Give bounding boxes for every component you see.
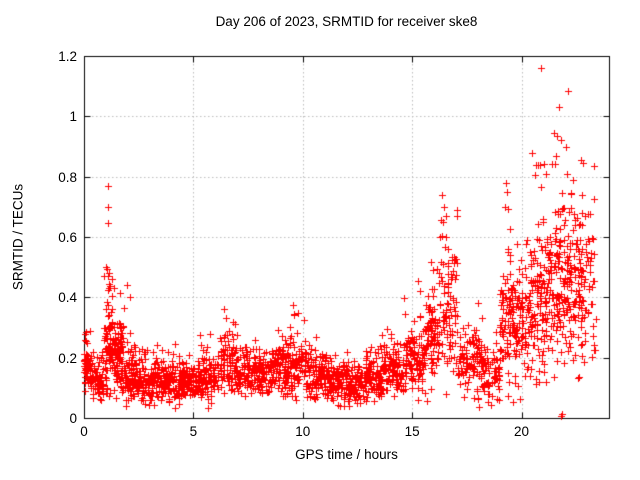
y-tick-label: 1.2: [58, 49, 77, 64]
x-axis-label: GPS time / hours: [295, 447, 398, 462]
x-tick-label: 15: [404, 424, 420, 439]
y-tick-label: 0.8: [58, 169, 77, 185]
y-tick-label: 0.4: [58, 290, 77, 306]
x-tick-label: 20: [513, 424, 530, 439]
y-axis-label: SRMTID / TECUs: [10, 183, 26, 291]
x-tick-label: 0: [80, 424, 88, 439]
x-tick-label: 5: [189, 424, 198, 439]
y-tick-label: 1: [69, 109, 77, 125]
x-tick-label: 10: [295, 424, 311, 439]
y-tick-label: 0.6: [58, 230, 77, 245]
y-tick-label: 0: [69, 411, 77, 426]
chart-title: Day 206 of 2023, SRMTID for receiver ske…: [215, 14, 478, 29]
y-tick-label: 0.2: [58, 350, 77, 366]
